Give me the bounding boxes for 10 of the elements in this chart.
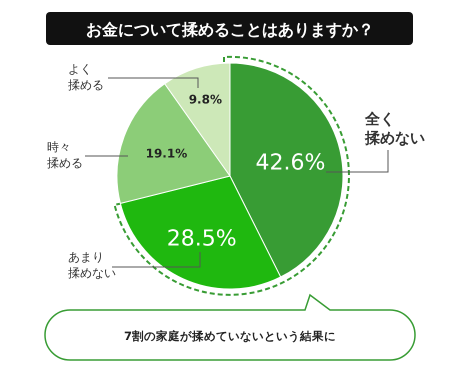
data-label: 28.5% [166,226,237,252]
data-label: 19.1% [146,146,188,160]
text: 7割の家庭が揉めていないという結果に [124,329,336,343]
chart-title: お金について揉めることはありますか？ [86,20,374,39]
slice-label: 時々揉める [47,140,83,170]
slice-label: あまり揉めない [68,250,116,280]
slice-label: よく揉める [68,62,104,92]
slice-label: 全く揉めない [364,110,425,147]
data-label: 9.8% [188,92,222,106]
data-label: 42.6% [256,150,326,176]
